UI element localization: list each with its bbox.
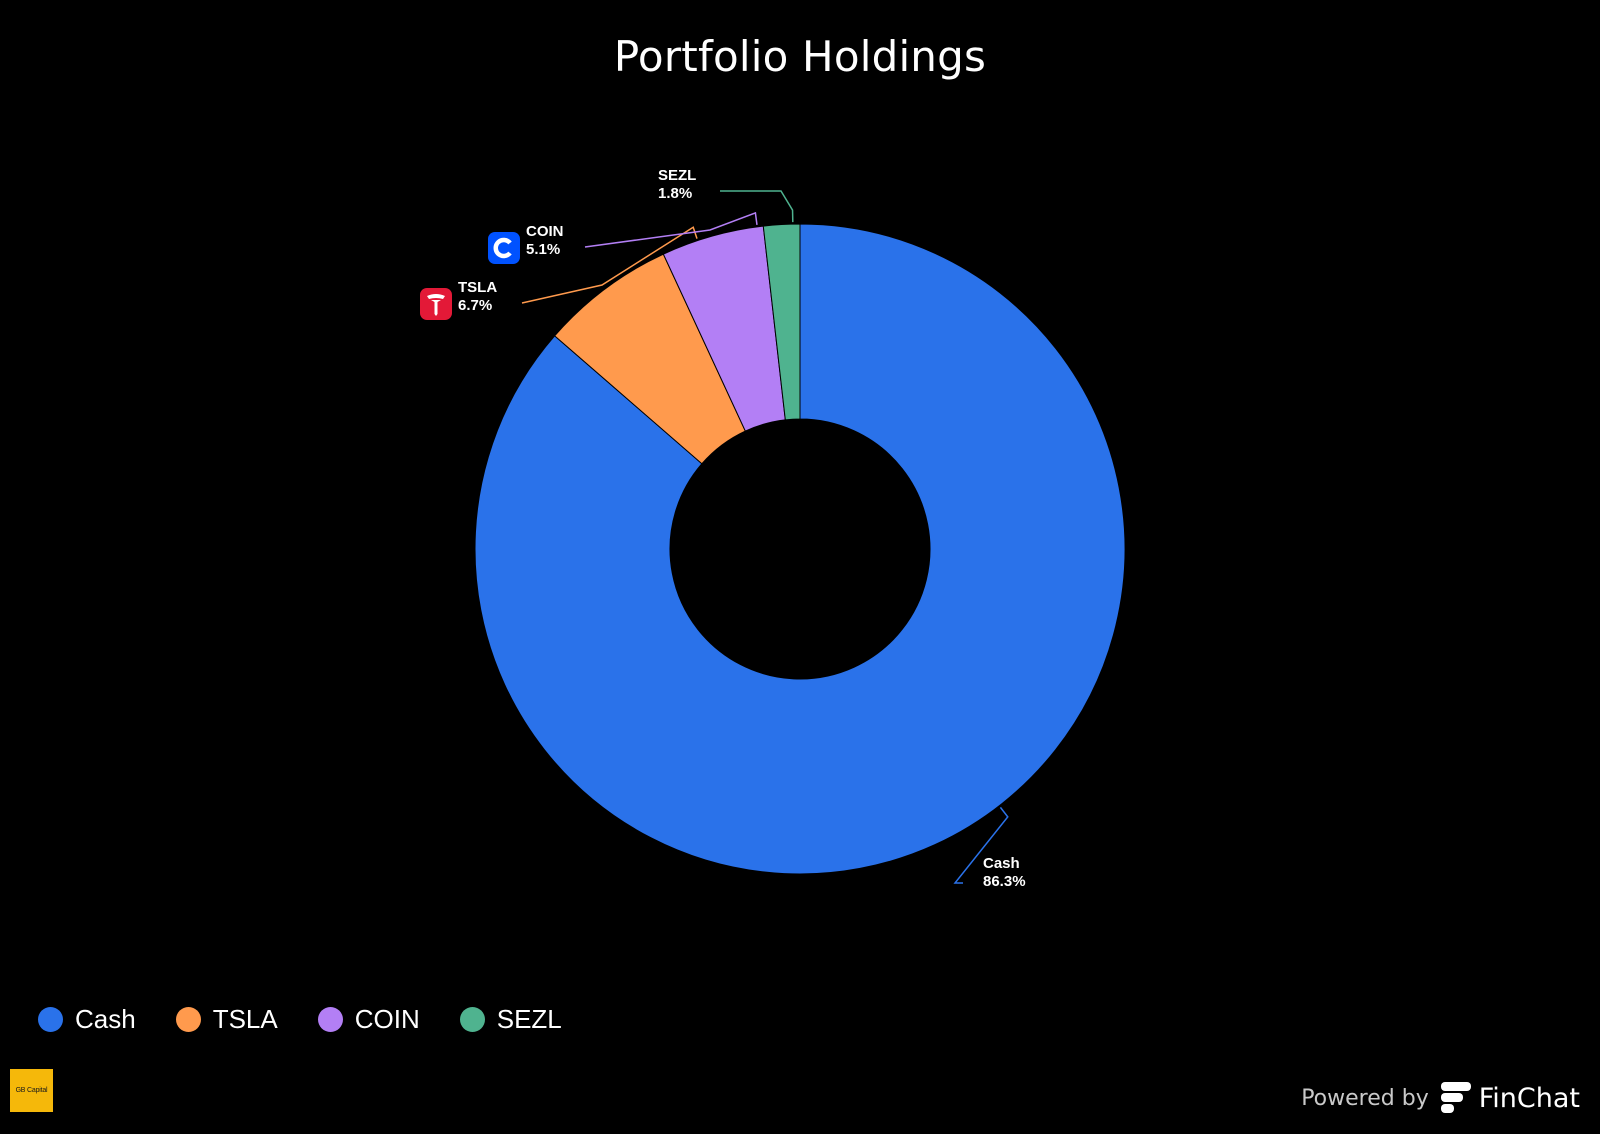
legend-item-cash[interactable]: Cash (38, 1004, 136, 1035)
chart-title: Portfolio Holdings (613, 32, 987, 81)
legend-label-coin: COIN (354, 1004, 420, 1034)
data-label-value-tsla: 6.7% (458, 297, 492, 314)
finchat-logo-icon (1440, 1082, 1471, 1113)
data-label-name-tsla: TSLA (458, 279, 497, 296)
data-label-name-sezl: SEZL (658, 167, 696, 184)
leader-line-sezl (720, 190, 794, 223)
legend-item-coin[interactable]: COIN (317, 1004, 420, 1035)
gb-capital-logo: GB Capital (10, 1069, 53, 1112)
legend-swatch-cash (38, 1007, 63, 1032)
legend-label-tsla: TSLA (212, 1004, 278, 1034)
legend-label-sezl: SEZL (496, 1004, 562, 1034)
slice-sezl[interactable] (762, 223, 801, 421)
legend-item-sezl[interactable]: SEZL (459, 1004, 562, 1035)
leader-line-cash (953, 806, 1009, 884)
data-label-name-coin: COIN (526, 223, 564, 240)
data-label-name-cash: Cash (983, 855, 1020, 872)
leader-line-tsla (521, 226, 698, 304)
legend-swatch-sezl (459, 1007, 485, 1032)
data-label-value-sezl: 1.8% (658, 185, 692, 202)
leader-line-coin (584, 211, 758, 248)
powered-by-finchat[interactable]: Powered by FinChat (1301, 1082, 1580, 1114)
finchat-wordmark: FinChat (1478, 1082, 1580, 1114)
powered-by-text: Powered by (1301, 1085, 1429, 1111)
legend-swatch-coin (317, 1007, 343, 1032)
gb-capital-logo-text: GB Capital (15, 1087, 48, 1094)
legend-label-cash: Cash (75, 1004, 136, 1034)
data-label-value-coin: 5.1% (526, 241, 560, 258)
legend-swatch-tsla (175, 1007, 201, 1032)
data-label-value-cash: 86.3% (983, 873, 1026, 890)
slice-cash[interactable] (474, 223, 1126, 875)
chart-legend: Cash TSLA COIN SEZL (38, 1004, 602, 1035)
tesla-logo-icon (420, 288, 452, 320)
legend-item-tsla[interactable]: TSLA (175, 1004, 278, 1035)
coinbase-logo-icon (488, 232, 520, 264)
